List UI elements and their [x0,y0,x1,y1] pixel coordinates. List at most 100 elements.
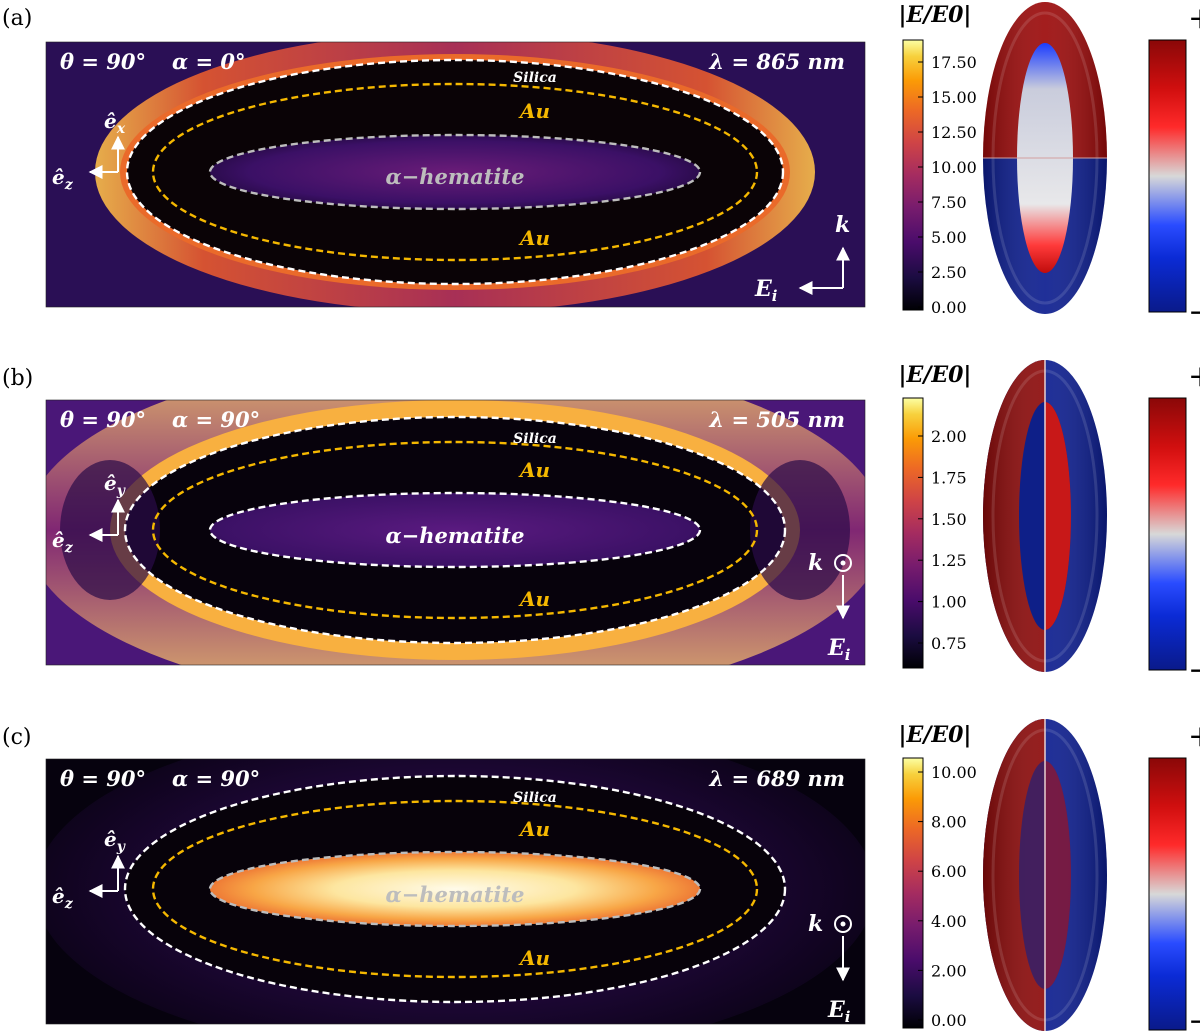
core-boundary [208,133,702,211]
svg-text:êx: êx [104,109,126,137]
field-map [46,759,865,1024]
colorbar-tick-label: 15.00 [931,88,977,107]
colorbar-tick-label: 6.00 [931,862,967,881]
colorbar-tick-label: 12.50 [931,123,977,142]
wave-vectors: k Ei [808,911,852,1026]
alpha-label: α = 0° [172,49,246,74]
alpha-label: α = 90° [172,766,260,791]
svg-text:Ei: Ei [754,276,778,305]
wave-vectors: k Ei [754,212,850,305]
colorbar-title: |E/E0| [899,2,972,28]
colorbar-tick-label: 7.50 [931,193,967,212]
colorbar-tick-label: 1.75 [931,468,967,487]
wavelength-label: λ = 865 nm [708,49,845,74]
colorbar-tick-label: 0.00 [931,1011,967,1030]
svg-text:êz: êz [52,528,74,556]
panel-label: (c) [2,725,32,750]
colorbar-tick-label: 2.00 [931,961,967,980]
colorbar-ticks: 17.50 15.00 12.50 10.00 7.50 5.00 2.50 0.00 [918,53,977,317]
alpha-label: α = 90° [172,407,260,432]
axis-triad: êy êz [52,471,126,556]
out-of-plane-icon [834,915,852,933]
theta-label: θ = 90° [60,766,146,791]
wave-vectors: k Ei [808,550,852,664]
out-of-plane-icon [834,554,852,572]
colorbar-tick-label: 2.00 [931,427,967,446]
silica-label: Silica [513,790,557,806]
colorbar-title: |E/E0| [899,362,972,388]
au-bottom-label: Au [518,946,550,970]
k-vector-label: k [808,550,823,576]
panel-label: (a) [2,6,32,31]
au-bottom-label: Au [518,226,550,250]
panel-a: (a) θ = 90° α = 0° λ = 865 nm Silica Au … [2,1,1200,330]
au-top-label: Au [518,817,550,841]
au-boundary [151,82,759,262]
charge-particle [983,719,1107,1031]
field-colorbar: |E/E0| 17.50 15.00 12.50 10.00 7.50 5.00 2.50 0… [899,2,977,317]
theta-label: θ = 90° [60,49,146,74]
svg-text:êy: êy [104,827,126,855]
minus-label: − [1188,295,1200,330]
theta-label: θ = 90° [60,407,146,432]
colorbar-tick-label: 17.50 [931,53,977,72]
minus-label: − [1188,653,1200,688]
core-boundary [208,491,702,569]
colorbar-tick-label: 0.75 [931,634,967,653]
colorbar-tick-label: 1.25 [931,551,967,570]
silica-label: Silica [513,431,557,447]
panel-b: (b) θ = 90° α = 90° λ = 505 nm Silica Au… [2,359,1200,688]
au-top-label: Au [518,458,550,482]
colorbar-tick-label: 4.00 [931,912,967,931]
svg-text:Ei: Ei [827,997,851,1026]
k-vector-label: k [835,212,850,238]
colorbar-tick-label: 1.00 [931,593,967,612]
colorbar-tick-label: 2.50 [931,263,967,282]
colorbar-tick-label: 1.50 [931,510,967,529]
au-bottom-label: Au [518,587,550,611]
plus-label: + [1188,719,1200,754]
colorbar-tick-label: 0.00 [931,298,967,317]
charge-colorbar: + − [1148,1,1200,330]
au-boundary [151,440,759,620]
svg-text:êz: êz [52,165,74,193]
svg-text:Ei: Ei [827,635,851,664]
wavelength-label: λ = 689 nm [708,766,845,791]
plus-label: + [1188,359,1200,394]
svg-text:êy: êy [104,471,126,499]
colorbar-tick-label: 10.00 [931,763,977,782]
charge-colorbar: + − [1148,719,1200,1033]
charge-colorbar: + − [1148,359,1200,688]
charge-particle [983,2,1107,314]
silica-boundary [125,58,785,286]
core-label: α−hematite [386,164,525,189]
colorbar-ticks: 2.00 1.75 1.50 1.25 1.00 0.75 [918,427,967,653]
colorbar-tick-label: 5.00 [931,228,967,247]
colorbar-title: |E/E0| [899,722,972,748]
core-boundary [208,850,702,928]
field-colorbar: |E/E0| 2.00 1.75 1.50 1.25 1.00 0.75 [899,362,972,669]
panel-label: (b) [2,366,33,391]
svg-text:êz: êz [52,884,74,912]
colorbar-tick-label: 8.00 [931,813,967,832]
field-map [46,42,865,307]
au-top-label: Au [518,99,550,123]
colorbar-ticks: 10.00 8.00 6.00 4.00 2.00 0.00 [918,763,977,1030]
core-label: α−hematite [386,523,525,548]
silica-label: Silica [513,70,557,86]
minus-label: − [1188,1004,1200,1033]
charge-particle [983,360,1107,672]
axis-triad: êx êz [52,109,126,193]
axis-triad: êy êz [52,827,126,912]
au-boundary [151,799,759,979]
silica-boundary [123,415,787,645]
plus-label: + [1188,1,1200,36]
field-colorbar: |E/E0| 10.00 8.00 6.00 4.00 2.00 0.00 [899,722,977,1030]
wavelength-label: λ = 505 nm [708,407,845,432]
k-vector-label: k [808,911,823,937]
panel-c: (c) θ = 90° α = 90° λ = 689 nm Silica Au… [2,719,1200,1033]
silica-boundary [123,774,787,1004]
core-label: α−hematite [386,882,525,907]
colorbar-tick-label: 10.00 [931,158,977,177]
